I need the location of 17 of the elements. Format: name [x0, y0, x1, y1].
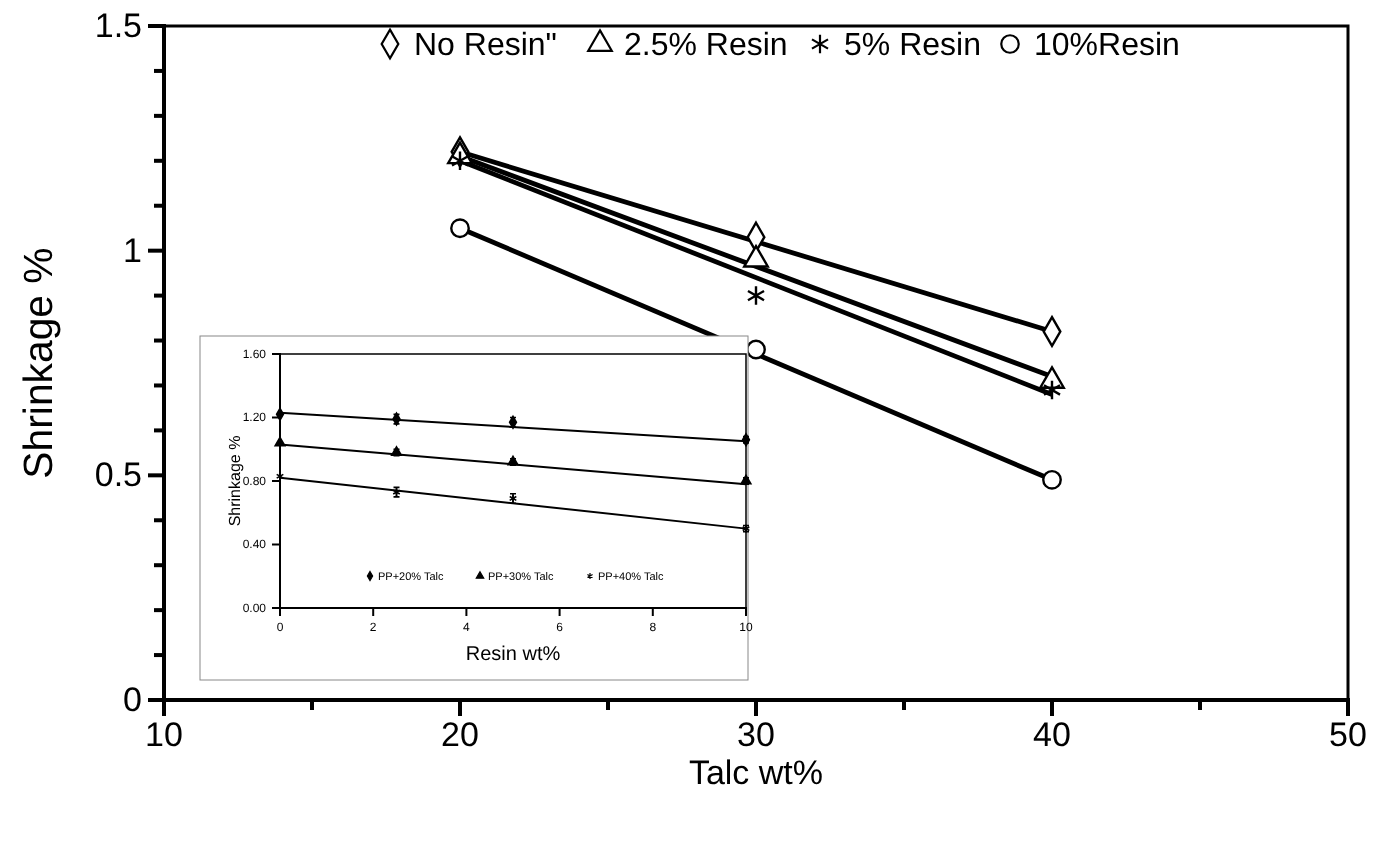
x-axis-title: Talc wt% — [688, 754, 824, 792]
x-tick-label: 40 — [1033, 716, 1071, 755]
x-axis-title: Resin wt% — [465, 644, 561, 666]
y-tick-label: 0 — [123, 680, 142, 719]
x-tick-label: 10 — [145, 716, 183, 755]
legend-label: 2.5% Resin — [624, 29, 788, 64]
legend-label: 5% Resin — [844, 29, 981, 64]
y-tick-label: 0.5 — [94, 456, 142, 495]
y-axis-title: Shrinkage % — [18, 247, 62, 479]
x-tick-label: 20 — [441, 716, 479, 755]
x-tick-label: 50 — [1329, 716, 1367, 755]
y-tick-label: 1 — [123, 231, 142, 270]
y-tick-label: 1.5 — [94, 6, 142, 45]
x-tick-label: 30 — [737, 716, 775, 755]
legend-label: No Resin" — [414, 29, 557, 64]
legend-label: 10%Resin — [1034, 29, 1180, 64]
y-axis-title: Shrinkage % — [226, 435, 244, 527]
